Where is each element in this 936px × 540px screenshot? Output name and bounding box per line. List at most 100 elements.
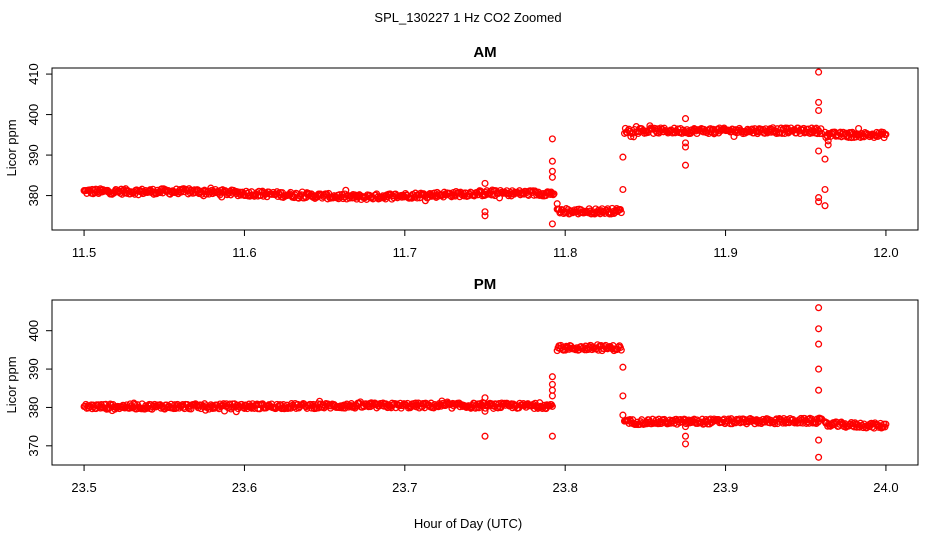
data-point <box>815 365 823 373</box>
data-point <box>225 403 233 412</box>
data-point <box>549 191 557 199</box>
panel-pm-x-tick-label: 23.7 <box>392 480 417 495</box>
data-point <box>821 202 829 210</box>
data-point <box>681 139 690 147</box>
panel-am-title: AM <box>473 44 496 61</box>
panel-am-x-tick-label: 12.0 <box>873 245 898 260</box>
data-point <box>619 411 627 419</box>
data-point <box>616 205 624 214</box>
data-point <box>553 200 561 208</box>
data-point <box>815 453 823 461</box>
panel-am-x-tick-label: 11.7 <box>393 245 417 260</box>
data-point <box>481 432 489 440</box>
panel-pm-title: PM <box>474 276 497 293</box>
data-point <box>548 135 556 143</box>
data-point <box>548 386 556 394</box>
panel-pm-y-tick-label: 390 <box>26 358 41 380</box>
data-point <box>548 380 556 388</box>
panel-am-frame <box>51 67 919 231</box>
data-point <box>815 436 823 444</box>
panel-pm: PM Licor ppm 23.5 23.6 23.7 23.8 23.9 24.0 370… <box>4 276 919 495</box>
panel-am-plot: 11.5 11.6 11.7 11.8 11.9 12.0 380 390 400 410 <box>26 63 919 260</box>
data-point <box>630 133 638 141</box>
panel-pm-plot: 23.5 23.6 23.7 23.8 23.9 24.0 370 380 390 400 <box>26 299 919 495</box>
panel-pm-y-tick-label: 380 <box>26 397 41 419</box>
data-point <box>619 153 627 161</box>
panel-am-y-tick-label: 410 <box>26 63 41 85</box>
panel-am-points <box>80 68 890 228</box>
data-point <box>815 304 823 312</box>
data-point <box>627 132 635 141</box>
data-point <box>481 212 489 220</box>
panel-pm-y-tick-label: 370 <box>26 435 41 457</box>
data-point <box>481 407 489 415</box>
data-point <box>811 418 819 427</box>
panel-am-x-tick-label: 11.5 <box>72 245 96 260</box>
panel-pm-x-tick-label: 23.8 <box>553 480 578 495</box>
data-point <box>824 137 832 145</box>
panel-pm-frame <box>51 299 919 466</box>
data-point <box>681 432 690 440</box>
panel-pm-x-tick-label: 24.0 <box>873 480 898 495</box>
data-point <box>548 173 556 181</box>
data-point <box>681 161 690 169</box>
panel-pm-x-tick-label: 23.9 <box>713 480 738 495</box>
panel-pm-y-tick-label: 400 <box>26 320 41 342</box>
data-point <box>481 394 489 402</box>
data-point <box>815 340 823 348</box>
data-point <box>815 325 823 333</box>
data-point <box>815 147 823 155</box>
data-point <box>815 386 823 394</box>
data-point <box>619 392 627 400</box>
data-point <box>815 198 823 206</box>
data-point <box>548 392 556 400</box>
panel-am-y-tick-label: 400 <box>26 104 41 126</box>
data-point <box>481 179 489 187</box>
figure-title: SPL_130227 1 Hz CO2 Zoomed <box>374 10 561 25</box>
data-point <box>821 155 829 163</box>
panel-am-y-tick-label: 390 <box>26 144 41 166</box>
data-point <box>882 130 890 138</box>
data-point <box>548 220 556 228</box>
data-point <box>619 185 627 194</box>
figure-x-axis-label: Hour of Day (UTC) <box>414 516 522 531</box>
panel-am-x-tick-label: 11.6 <box>232 245 256 260</box>
panel-am-x-tick-label: 11.8 <box>553 245 577 260</box>
panel-am-x-tick-label: 11.9 <box>713 245 737 260</box>
data-point <box>681 423 690 431</box>
data-point <box>812 419 820 428</box>
panel-pm-y-axis-label: Licor ppm <box>4 356 19 413</box>
panel-pm-points <box>80 304 890 461</box>
panel-am-y-axis-label: Licor ppm <box>4 119 19 176</box>
data-point <box>815 68 823 76</box>
data-point <box>817 125 825 133</box>
data-point <box>481 208 489 216</box>
data-point <box>617 346 625 354</box>
data-point <box>681 115 690 123</box>
data-point <box>383 402 391 411</box>
data-point <box>548 432 556 440</box>
data-point <box>821 185 829 194</box>
data-point <box>550 190 558 198</box>
data-point <box>548 167 556 175</box>
data-point <box>813 130 821 138</box>
panel-am-y-tick-label: 380 <box>26 185 41 207</box>
data-point <box>617 209 625 217</box>
data-point <box>681 440 690 448</box>
data-point <box>815 106 823 115</box>
panel-pm-x-tick-label: 23.6 <box>232 480 257 495</box>
panel-am: AM Licor ppm 11.5 11.6 11.7 11.8 11.9 12.0 380… <box>4 44 919 260</box>
data-point <box>548 373 556 381</box>
data-point <box>815 98 823 106</box>
data-point <box>882 420 890 428</box>
panel-pm-x-tick-label: 23.5 <box>71 480 96 495</box>
data-point <box>548 402 556 410</box>
data-point <box>619 363 627 371</box>
data-point <box>292 404 300 412</box>
data-point <box>548 157 556 165</box>
data-point <box>681 143 690 151</box>
data-point <box>815 194 823 202</box>
data-point <box>824 141 832 149</box>
